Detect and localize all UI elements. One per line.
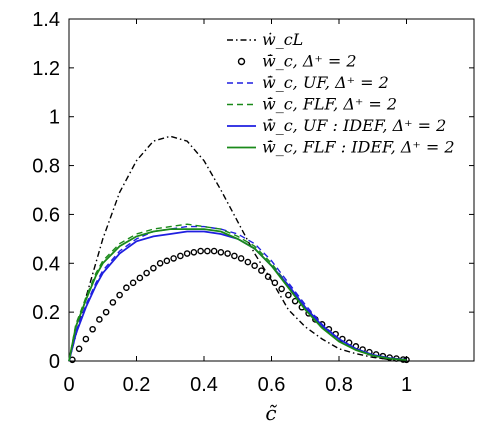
y-tick-label: 1.2 (32, 58, 60, 80)
series-line-0 (68, 135, 407, 362)
y-tick-label: 1 (49, 107, 60, 129)
x-tick-label: 0 (63, 374, 74, 396)
y-tick-label: 0 (49, 351, 60, 373)
data-point (264, 273, 272, 281)
data-point (224, 250, 231, 257)
data-point (237, 255, 245, 262)
data-point (231, 252, 238, 260)
data-point (258, 267, 265, 274)
data-point (251, 262, 258, 270)
legend-marker (237, 57, 246, 66)
data-point (244, 258, 252, 266)
y-tick-label: 0.4 (32, 253, 60, 275)
legend: ẇ_cL w̄̇_c, Δ⁺ = 2 w̄̇_c, UF, Δ⁺ = 2 w̄̇_c,… (227, 30, 455, 157)
data-point (170, 255, 177, 262)
y-tick-label: 0.2 (32, 302, 60, 324)
x-tick-label: 0.4 (190, 374, 218, 396)
plot-area (68, 18, 475, 362)
legend-label: w̄̇_c, UF : IDEF, Δ⁺ = 2 (262, 116, 446, 135)
data-point (156, 259, 164, 267)
x-axis-label: c̃ (265, 401, 277, 425)
legend-label: ẇ_cL (262, 30, 303, 49)
data-point (129, 279, 137, 287)
series-line-5 (68, 228, 407, 362)
data-point (183, 250, 191, 257)
data-point (89, 325, 96, 333)
x-tick-label: 0.8 (325, 374, 353, 396)
data-point (82, 335, 90, 343)
data-point (116, 291, 123, 299)
legend-label: w̄̇_c, UF, Δ⁺ = 2 (262, 73, 389, 92)
series-line-4 (68, 230, 407, 362)
data-point (197, 247, 204, 255)
axis-ticks: 0 0.2 0.4 0.6 0.8 1 0 0.2 0.4 0.6 0.8 1 1.2 1.4 (32, 9, 474, 396)
series-line-3 (68, 223, 407, 362)
y-tick-label: 1.4 (32, 9, 60, 31)
legend-label: w̄̇_c, FLF, Δ⁺ = 2 (262, 95, 397, 114)
series-layer (68, 135, 410, 364)
legend-label: w̄̇_c, Δ⁺ = 2 (262, 52, 357, 71)
data-point (210, 247, 218, 255)
data-point (285, 291, 292, 299)
data-point (150, 264, 157, 272)
x-tick-label: 1 (401, 374, 412, 396)
data-point (204, 247, 211, 255)
data-point (271, 279, 279, 287)
data-point (136, 274, 144, 282)
data-point (123, 284, 130, 292)
data-point (278, 285, 285, 293)
data-point (96, 316, 103, 323)
y-tick-label: 0.8 (32, 156, 60, 178)
data-point (75, 345, 83, 353)
data-point (177, 252, 184, 260)
legend-label: w̄̇_c, FLF : IDEF, Δ⁺ = 2 (262, 138, 455, 157)
x-tick-label: 0.2 (123, 374, 151, 396)
data-point (109, 299, 117, 306)
data-point (143, 269, 150, 277)
x-tick-label: 0.6 (258, 374, 286, 396)
data-point (217, 248, 225, 256)
data-point (190, 248, 198, 256)
data-point (102, 308, 110, 316)
y-tick-label: 0.6 (32, 204, 60, 226)
data-point (163, 257, 171, 265)
